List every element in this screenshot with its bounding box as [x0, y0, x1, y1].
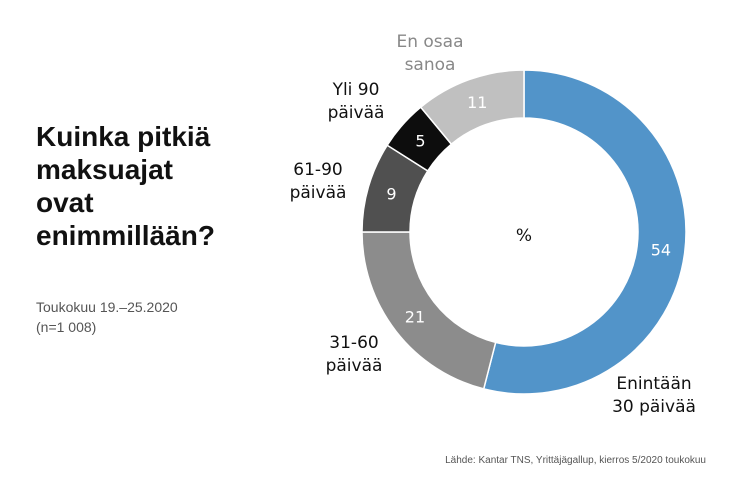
sample-size: (n=1 008)	[36, 319, 97, 335]
slice-value-label: 11	[467, 93, 487, 112]
title-line: enimmillään?	[36, 220, 215, 251]
slice-category-label: Enintään 30 päivää	[612, 374, 696, 417]
title-line: Kuinka pitkiä	[36, 121, 211, 152]
donut-slice	[482, 69, 687, 395]
source-note: Lähde: Kantar TNS, Yrittäjägallup, kierr…	[445, 455, 706, 466]
slice-category-label: En osaa sanoa	[396, 32, 463, 75]
slice-value-label: 9	[386, 184, 396, 203]
slice-value-label: 5	[415, 132, 425, 151]
donut-slice	[419, 69, 525, 146]
slice-value-label: 21	[405, 308, 425, 327]
chart-title: Kuinka pitkiä maksuajat ovat enimmillään…	[36, 120, 276, 252]
slice-value-label: 54	[651, 240, 671, 259]
center-label: %	[516, 226, 532, 246]
chart-subtitle: Toukokuu 19.–25.2020 (n=1 008)	[36, 297, 178, 337]
slice-category-label: 31-60 päivää	[326, 333, 383, 376]
title-line: ovat	[36, 187, 94, 218]
slice-category-label: 61-90 päivää	[290, 160, 347, 203]
title-line: maksuajat	[36, 154, 173, 185]
survey-period: Toukokuu 19.–25.2020	[36, 299, 178, 315]
slice-category-label: Yli 90 päivää	[328, 80, 385, 123]
